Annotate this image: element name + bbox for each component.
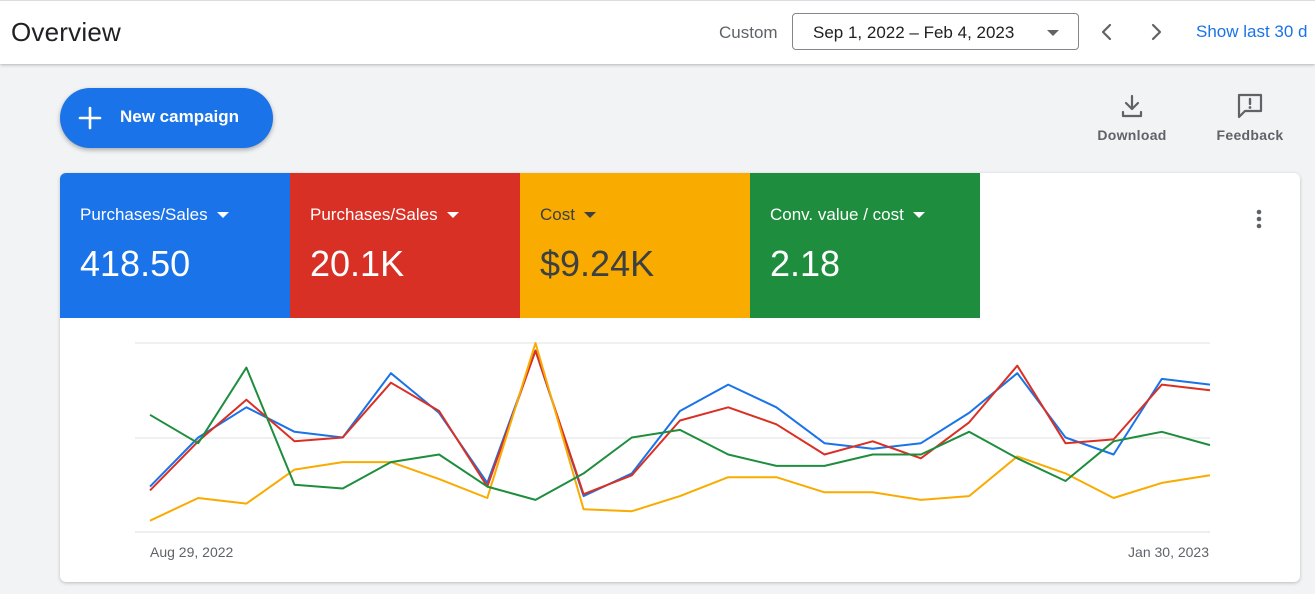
date-range-value: Sep 1, 2022 – Feb 4, 2023 xyxy=(813,23,1015,42)
date-range-select[interactable]: Sep 1, 2022 – Feb 4, 2023 xyxy=(792,13,1079,50)
metric-value: 2.18 xyxy=(770,243,841,284)
download-icon xyxy=(1121,94,1143,118)
previous-period-button[interactable] xyxy=(1092,17,1122,47)
dropdown-arrow-icon xyxy=(216,212,229,218)
series-line-1 xyxy=(149,349,1211,498)
plus-icon xyxy=(78,106,102,130)
metric-value: $9.24K xyxy=(540,243,655,284)
performance-chart: Aug 29, 2022 Jan 30, 2023 xyxy=(135,342,1211,560)
metric-name: Cost xyxy=(540,205,575,224)
feedback-button[interactable]: Feedback xyxy=(1212,92,1288,143)
new-campaign-label: New campaign xyxy=(120,107,240,126)
more-options-icon[interactable] xyxy=(1249,207,1269,231)
metric-tile-purchases-sales-1[interactable]: Purchases/Sales 418.50 xyxy=(60,173,290,318)
x-axis-start-label: Aug 29, 2022 xyxy=(150,544,234,560)
x-axis-end-label: Jan 30, 2023 xyxy=(1128,544,1209,560)
feedback-icon xyxy=(1237,93,1263,119)
metric-tile-conv-value-cost[interactable]: Conv. value / cost 2.18 xyxy=(750,173,980,318)
dropdown-arrow-icon xyxy=(583,212,596,218)
feedback-label: Feedback xyxy=(1216,127,1284,143)
metric-name: Purchases/Sales xyxy=(80,205,208,224)
metric-tile-cost[interactable]: Cost $9.24K xyxy=(520,173,750,318)
performance-card: Purchases/Sales 418.50 Purchases/Sales 2… xyxy=(60,173,1300,582)
chevron-right-icon xyxy=(1151,23,1162,41)
series-line-2 xyxy=(149,349,1211,496)
metric-name: Conv. value / cost xyxy=(770,205,904,224)
show-last-30-days-link[interactable]: Show last 30 d xyxy=(1196,22,1308,41)
page-title: Overview xyxy=(11,17,121,47)
download-button[interactable]: Download xyxy=(1093,92,1171,143)
next-period-button[interactable] xyxy=(1141,17,1171,47)
metric-value: 418.50 xyxy=(80,243,191,284)
metric-tile-purchases-sales-2[interactable]: Purchases/Sales 20.1K xyxy=(290,173,520,318)
dropdown-arrow-icon xyxy=(912,212,925,218)
metric-name: Purchases/Sales xyxy=(310,205,438,224)
series-line-3 xyxy=(149,342,1211,522)
date-range-type-label: Custom xyxy=(719,23,778,42)
metric-value: 20.1K xyxy=(310,243,405,284)
top-bar: Overview Custom Sep 1, 2022 – Feb 4, 202… xyxy=(0,0,1315,64)
series-line-4 xyxy=(149,366,1211,501)
dropdown-arrow-icon xyxy=(1047,30,1059,36)
download-label: Download xyxy=(1097,127,1167,143)
chevron-left-icon xyxy=(1101,23,1112,41)
dropdown-arrow-icon xyxy=(446,212,459,218)
new-campaign-button[interactable]: New campaign xyxy=(60,88,273,148)
